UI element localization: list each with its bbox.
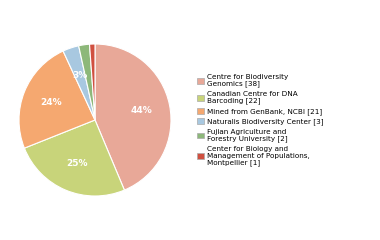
Text: 25%: 25% [66, 159, 87, 168]
Text: 24%: 24% [40, 98, 62, 107]
Wedge shape [24, 120, 124, 196]
Wedge shape [90, 44, 95, 120]
Text: 3%: 3% [72, 71, 87, 80]
Legend: Centre for Biodiversity
Genomics [38], Canadian Centre for DNA
Barcoding [22], M: Centre for Biodiversity Genomics [38], C… [198, 74, 323, 166]
Text: 44%: 44% [130, 106, 152, 115]
Wedge shape [79, 44, 95, 120]
Wedge shape [95, 44, 171, 190]
Wedge shape [63, 46, 95, 120]
Wedge shape [19, 51, 95, 148]
